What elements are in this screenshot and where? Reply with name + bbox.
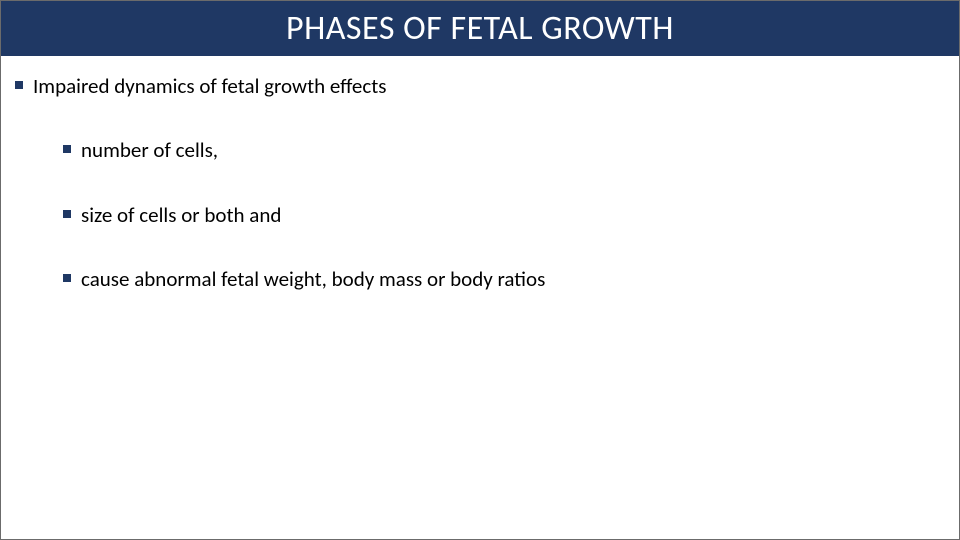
list-item-text: cause abnormal fetal weight, body mass o…	[81, 265, 545, 293]
slide-body: Impaired dynamics of fetal growth effect…	[1, 56, 959, 293]
square-bullet-icon	[15, 81, 23, 89]
title-bar: PHASES OF FETAL GROWTH	[1, 1, 959, 56]
square-bullet-icon	[63, 210, 71, 218]
list-item-text: Impaired dynamics of fetal growth effect…	[33, 72, 386, 100]
square-bullet-icon	[63, 274, 71, 282]
slide-title: PHASES OF FETAL GROWTH	[286, 8, 674, 49]
list-item: cause abnormal fetal weight, body mass o…	[63, 265, 945, 293]
square-bullet-icon	[63, 145, 71, 153]
list-item: Impaired dynamics of fetal growth effect…	[15, 72, 945, 100]
list-item-text: number of cells,	[81, 136, 218, 164]
list-item-text: size of cells or both and	[81, 201, 281, 229]
list-item: number of cells,	[63, 136, 945, 164]
slide: PHASES OF FETAL GROWTH Impaired dynamics…	[0, 0, 960, 540]
list-item: size of cells or both and	[63, 201, 945, 229]
